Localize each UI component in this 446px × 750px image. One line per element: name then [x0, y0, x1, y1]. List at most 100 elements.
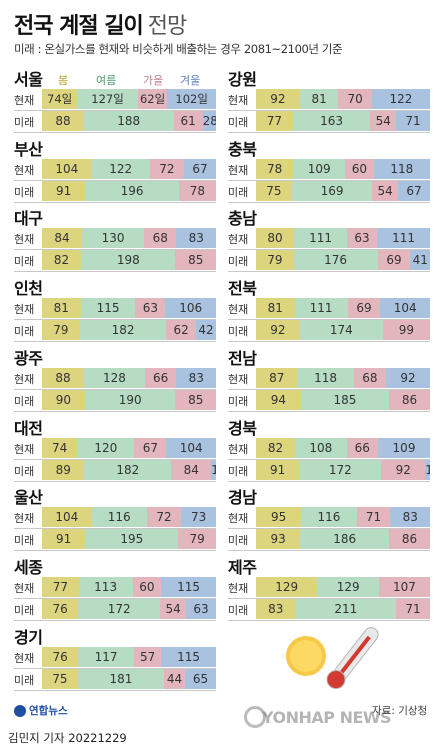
bar-segment-autumn: 85 [175, 250, 216, 271]
bar-segment-autumn: 66 [346, 437, 379, 458]
legend-label-spring: 봄 [58, 74, 69, 87]
bar-segment-autumn: 69 [377, 250, 411, 271]
row-separator [228, 110, 430, 111]
row-separator [14, 388, 216, 390]
bar-segment-summer: 181 [77, 668, 165, 689]
bar-segment-spring: 75 [256, 180, 292, 201]
bar-segment-spring: 88 [42, 111, 84, 131]
bar-segment-spring: 91 [42, 180, 86, 201]
bar-segment-autumn: 92 [381, 459, 426, 480]
row-label-current: 현재 [228, 372, 249, 386]
bar-segment-autumn: 70 [338, 89, 372, 109]
row-label-future: 미래 [228, 325, 249, 339]
bar-segment-summer: 115 [80, 298, 136, 319]
row-label-current: 현재 [14, 94, 35, 107]
legend-label-winter: 겨울 [180, 74, 201, 87]
row-label-future: 미래 [14, 394, 35, 408]
bar-segment-autumn: 66 [144, 367, 177, 388]
bar-segment-winter: 10 [211, 459, 216, 480]
bar-segment-summer: 172 [78, 598, 161, 619]
bar-segment-summer: 211 [295, 598, 397, 619]
bar-segment-autumn: 69 [347, 298, 381, 319]
row-label-current: 현재 [228, 581, 249, 595]
row-separator [228, 201, 430, 203]
row-separator [228, 410, 430, 412]
bar-segment-summer: 172 [299, 459, 382, 480]
region-name: 대전 [14, 418, 43, 438]
row-label-future: 미래 [228, 394, 249, 408]
region-name: 전북 [228, 279, 257, 299]
legend-label-summer: 여름 [96, 74, 117, 87]
region-name: 서울 [14, 70, 43, 89]
bar-segment-spring: 91 [42, 529, 86, 550]
region-name: 부산 [14, 139, 43, 159]
bar-segment-spring: 77 [256, 111, 293, 131]
row-separator [228, 528, 430, 530]
row-label-future: 미래 [14, 185, 35, 199]
row-label-current: 현재 [14, 651, 35, 665]
row-label-future: 미래 [14, 325, 35, 339]
bar-segment-winter: 92 [386, 367, 430, 388]
row-separator [14, 667, 216, 669]
bar-segment-spring: 83 [256, 598, 296, 619]
bar-segment-summer: 130 [82, 228, 144, 249]
bar-segment-spring: 87 [256, 367, 298, 388]
row-separator [14, 458, 216, 460]
bar-segment-winter: 83 [176, 367, 216, 388]
bar-segment-summer: 190 [84, 389, 176, 410]
logo-text: 연합뉴스 [29, 705, 68, 717]
row-separator [14, 341, 216, 343]
region-name: 인천 [14, 279, 43, 299]
bar-segment-autumn: 62 [166, 320, 196, 341]
bar-segment-spring: 74 [42, 437, 78, 458]
bar-segment-autumn: 72 [149, 158, 185, 179]
watermark-ring-icon [244, 706, 266, 728]
bar-segment-winter: 115 [161, 576, 216, 597]
bar-segment-summer: 129 [317, 576, 379, 597]
row-label-current: 현재 [14, 303, 35, 317]
row-separator [14, 597, 216, 599]
bar-segment-spring: 92 [256, 89, 300, 109]
bar-segment-spring: 92 [256, 320, 300, 341]
bar-segment-spring: 94 [256, 389, 301, 410]
bar-segment-summer: 198 [81, 250, 176, 271]
row-label-future: 미래 [228, 603, 249, 617]
row-label-future: 미래 [14, 116, 35, 129]
row-label-current: 현재 [228, 233, 249, 247]
bar-segment-spring: 80 [256, 228, 295, 249]
bar-segment-autumn: 86 [389, 529, 430, 550]
row-separator [228, 597, 430, 599]
bar-segment-summer: 196 [85, 180, 179, 201]
bar-segment-summer: 81 [299, 89, 339, 109]
bar-segment-spring: 76 [42, 598, 79, 619]
region-name: 강원 [228, 70, 257, 89]
bar-segment-summer: 169 [291, 180, 373, 201]
page-title: 전국 계절 길이 전망 [14, 8, 187, 40]
row-separator [14, 480, 216, 482]
bar-segment-summer: 116 [301, 507, 357, 528]
bar-segment-winter: 83 [176, 228, 216, 249]
bar-segment-spring: 93 [256, 529, 301, 550]
bar-segment-spring: 84 [42, 228, 83, 249]
bar-segment-winter: 28 [202, 111, 216, 131]
bar-segment-spring: 76 [42, 646, 79, 667]
bar-segment-autumn: 99 [382, 320, 430, 341]
bar-segment-spring: 90 [42, 389, 85, 410]
region-name: 충북 [228, 139, 257, 159]
row-label-current: 현재 [14, 581, 35, 595]
row-separator [14, 179, 216, 181]
thermometer-icon [326, 627, 379, 690]
bar-segment-autumn: 68 [144, 228, 177, 249]
bar-segment-winter: 10 [425, 459, 430, 480]
bar-segment-summer: 118 [297, 367, 354, 388]
bar-segment-autumn: 57 [134, 646, 162, 667]
region-name: 경남 [228, 488, 257, 508]
row-separator [14, 110, 216, 111]
bar-segment-autumn: 86 [389, 389, 430, 410]
row-label-current: 현재 [228, 303, 249, 317]
row-label-future: 미래 [228, 534, 249, 548]
bar-segment-winter: 41 [410, 250, 430, 271]
row-separator [14, 271, 216, 273]
row-label-future: 미래 [14, 673, 35, 687]
bar-segment-winter: 71 [396, 111, 430, 131]
